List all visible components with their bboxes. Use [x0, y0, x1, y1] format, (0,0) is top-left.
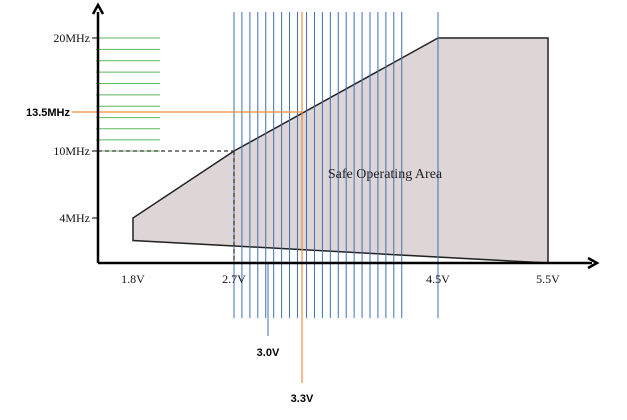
- y-tick-label-0: 4MHz: [59, 211, 90, 225]
- reference-label-13-5mhz: 13.5MHz: [26, 107, 71, 119]
- dashed-guides: [98, 150, 235, 263]
- horizontal-line-group: [96, 37, 160, 152]
- x-tick-label-1: 2.7V: [222, 272, 246, 286]
- x-tick-label-3: 5.5V: [536, 272, 560, 286]
- y-tick-label-2: 20MHz: [53, 31, 90, 45]
- region-label: Safe Operating Area: [328, 167, 443, 182]
- vertical-line-group: 3.0V: [233, 12, 439, 359]
- axes: [91, 2, 600, 270]
- x-tick-label-0: 1.8V: [121, 272, 145, 286]
- x-tick-label-2: 4.5V: [426, 272, 450, 286]
- annotation-3v0-label: 3.0V: [257, 347, 280, 359]
- x-axis-arrow: [587, 256, 600, 270]
- y-tick-label-1: 10MHz: [53, 144, 90, 158]
- tick-labels: 1.8V 2.7V 4.5V 5.5V 4MHz 10MHz 20MHz: [53, 31, 560, 286]
- safe-operating-area-region: [132, 37, 549, 264]
- reference-lines: 3.3V 13.5MHz: [26, 12, 314, 405]
- y-axis-arrow: [91, 2, 105, 15]
- region-layer: [132, 37, 549, 264]
- reference-label-3v3: 3.3V: [291, 393, 314, 405]
